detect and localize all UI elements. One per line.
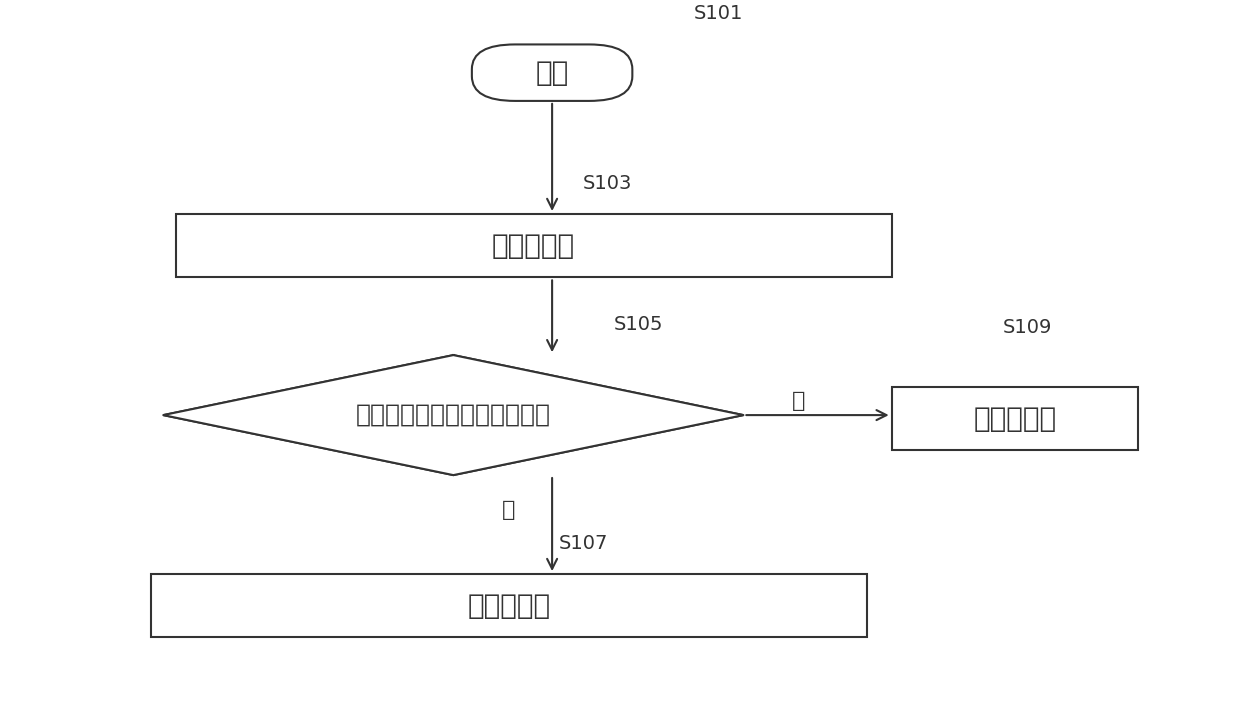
Text: 计数值是否等于设定的周期值: 计数值是否等于设定的周期值 xyxy=(356,403,551,427)
FancyBboxPatch shape xyxy=(892,387,1138,450)
Polygon shape xyxy=(164,355,744,475)
Text: S105: S105 xyxy=(614,315,663,334)
Text: 实时输入值: 实时输入值 xyxy=(973,405,1056,433)
Text: S109: S109 xyxy=(1003,318,1052,337)
FancyBboxPatch shape xyxy=(176,214,892,278)
FancyBboxPatch shape xyxy=(151,574,867,637)
Text: 是: 是 xyxy=(502,500,516,521)
Text: 否: 否 xyxy=(792,391,806,411)
Text: S103: S103 xyxy=(583,174,632,193)
Text: 输入特定值: 输入特定值 xyxy=(467,592,551,620)
Text: S101: S101 xyxy=(694,4,744,23)
Text: S107: S107 xyxy=(558,534,608,552)
Text: 开始: 开始 xyxy=(536,59,569,87)
FancyBboxPatch shape xyxy=(472,44,632,101)
Text: 计数器计数: 计数器计数 xyxy=(492,232,575,260)
